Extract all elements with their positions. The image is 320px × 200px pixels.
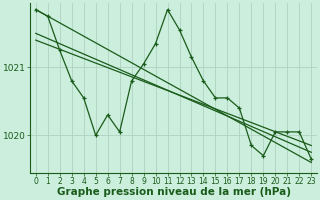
X-axis label: Graphe pression niveau de la mer (hPa): Graphe pression niveau de la mer (hPa)	[57, 187, 291, 197]
